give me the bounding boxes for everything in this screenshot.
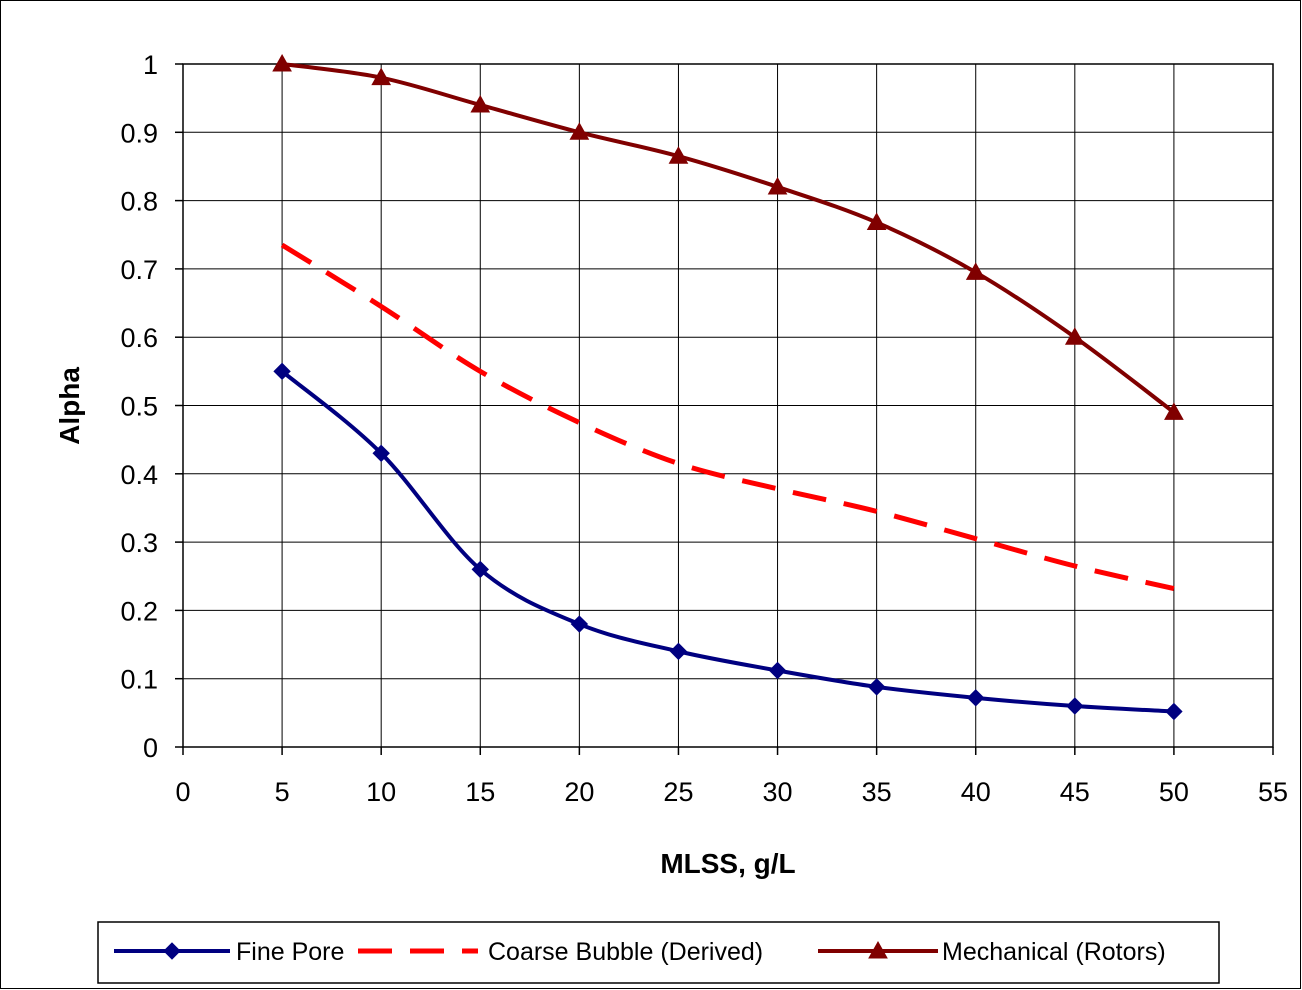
- x-tick-label: 40: [961, 777, 991, 807]
- legend-label-2: Mechanical (Rotors): [942, 938, 1166, 966]
- y-tick-label: 0.6: [120, 323, 158, 353]
- x-tick-label: 30: [763, 777, 793, 807]
- y-tick-label: 0.1: [120, 665, 158, 695]
- x-tick-label: 5: [275, 777, 290, 807]
- y-tick-label: 1: [143, 50, 158, 80]
- x-tick-label: 35: [862, 777, 892, 807]
- x-tick-label: 45: [1060, 777, 1090, 807]
- y-tick-label: 0: [143, 733, 158, 763]
- y-tick-label: 0.5: [120, 392, 158, 422]
- x-axis-label: MLSS, g/L: [660, 848, 795, 879]
- x-tick-label: 0: [175, 777, 190, 807]
- x-tick-label: 25: [663, 777, 693, 807]
- x-tick-label: 15: [465, 777, 495, 807]
- legend-label-0: Fine Pore: [236, 938, 344, 966]
- x-tick-label: 20: [564, 777, 594, 807]
- legend-label-1: Coarse Bubble (Derived): [488, 938, 763, 966]
- x-tick-label: 50: [1159, 777, 1189, 807]
- y-tick-label: 0.4: [120, 460, 158, 490]
- y-tick-label: 0.3: [120, 528, 158, 558]
- x-tick-label: 55: [1258, 777, 1288, 807]
- y-tick-label: 0.9: [120, 118, 158, 148]
- y-tick-label: 0.7: [120, 255, 158, 285]
- y-tick-label: 0.2: [120, 596, 158, 626]
- legend: Fine Pore Coarse Bubble (Derived) Mechanic…: [114, 938, 1166, 966]
- y-axis-label: Alpha: [54, 367, 85, 445]
- x-tick-label: 10: [366, 777, 396, 807]
- y-tick-label: 0.8: [120, 187, 158, 217]
